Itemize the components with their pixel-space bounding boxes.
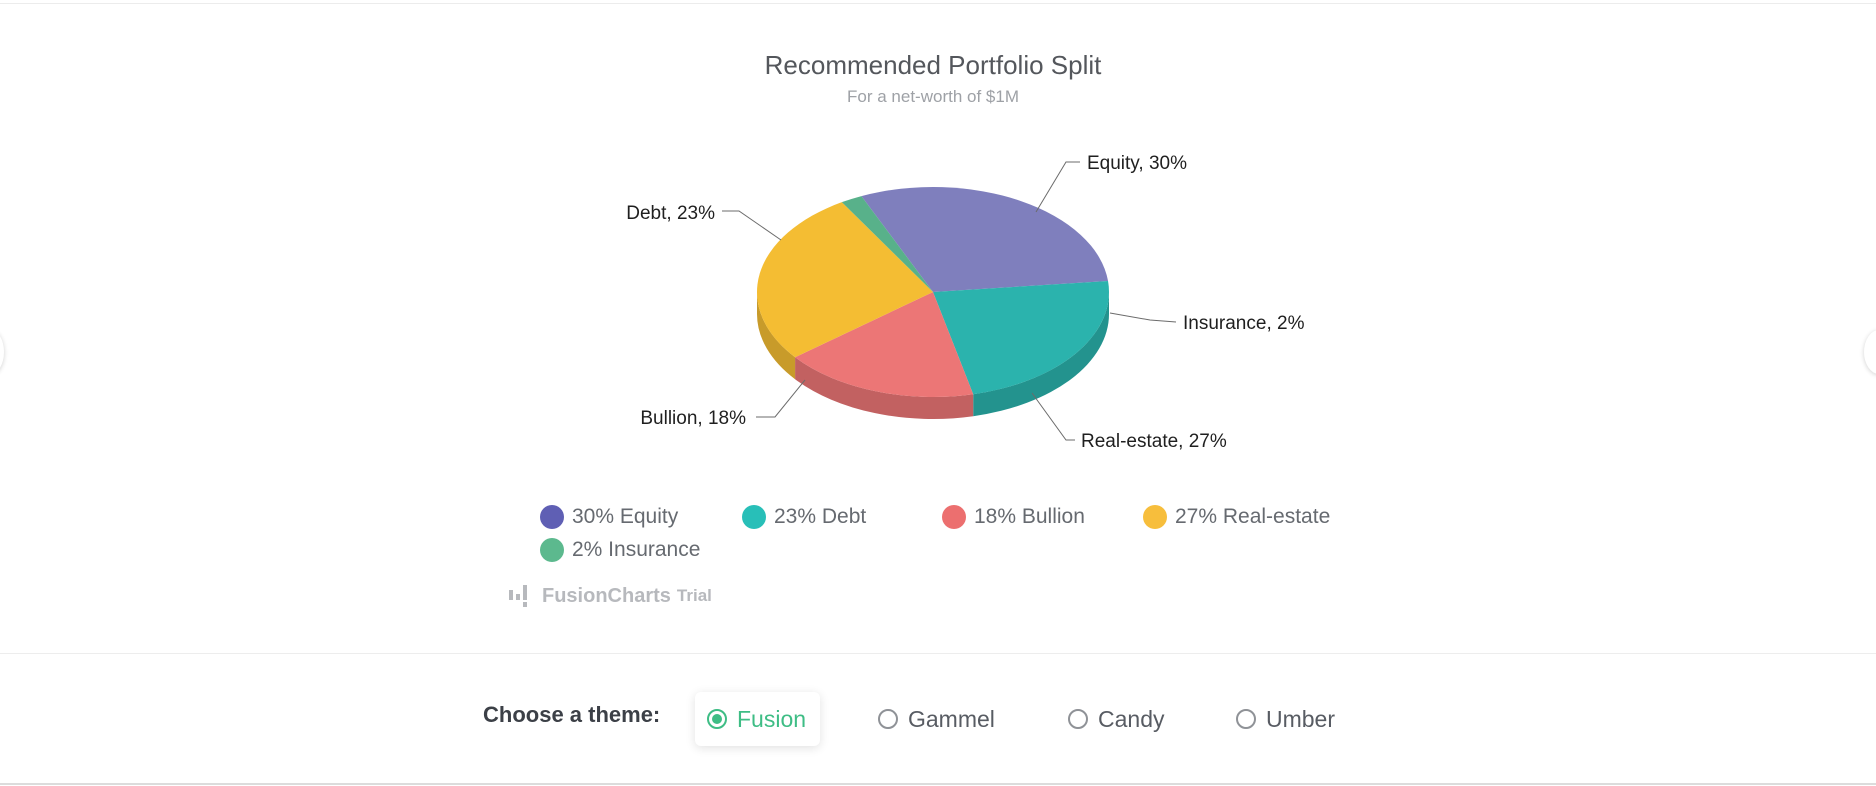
theme-option-label: Gammel bbox=[908, 705, 995, 732]
section-divider bbox=[0, 653, 1876, 654]
radio-selected-icon[interactable] bbox=[707, 709, 727, 729]
theme-option-gammel[interactable]: Gammel bbox=[878, 692, 995, 746]
radio-icon[interactable] bbox=[1068, 709, 1088, 729]
fusioncharts-credit[interactable]: FusionCharts Trial bbox=[508, 584, 712, 608]
legend-color-dot bbox=[540, 538, 564, 562]
theme-option-candy[interactable]: Candy bbox=[1068, 692, 1164, 746]
legend-item-equity[interactable]: 30% Equity bbox=[540, 503, 678, 531]
legend-label: 30% Equity bbox=[572, 505, 679, 528]
previous-arrow-button[interactable] bbox=[0, 330, 4, 374]
legend-color-dot bbox=[942, 505, 966, 529]
legend-color-dot bbox=[1143, 505, 1167, 529]
legend-label: 23% Debt bbox=[774, 505, 867, 528]
legend-label: 18% Bullion bbox=[974, 505, 1085, 528]
credit-trial-text: Trial bbox=[676, 586, 712, 605]
theme-option-label: Fusion bbox=[737, 705, 807, 732]
leader-line-bullion bbox=[756, 379, 806, 418]
pie-slice-bullion bbox=[795, 292, 974, 398]
pie-slice-equity bbox=[861, 187, 1109, 292]
legend-item-real-estate[interactable]: 27% Real-estate bbox=[1143, 503, 1330, 531]
slice-side-debt bbox=[973, 292, 1109, 417]
legend-color-dot bbox=[742, 505, 766, 529]
top-border bbox=[0, 3, 1876, 4]
theme-picker: Choose a theme: Fusion Gammel Candy Umbe… bbox=[0, 690, 1876, 750]
data-label-equity: Equity, 30% bbox=[1087, 153, 1187, 174]
legend-label: 2% Insurance bbox=[572, 538, 701, 561]
leader-line-insurance bbox=[1109, 312, 1177, 323]
data-label-insurance: Insurance, 2% bbox=[1183, 313, 1305, 334]
bottom-border bbox=[0, 783, 1876, 785]
pie-slice-debt bbox=[933, 281, 1110, 395]
radio-icon[interactable] bbox=[1236, 709, 1256, 729]
legend-color-dot bbox=[540, 505, 564, 529]
leader-line-equity bbox=[1035, 161, 1080, 213]
fusioncharts-logo-icon bbox=[509, 585, 527, 607]
legend-item-debt[interactable]: 23% Debt bbox=[742, 503, 866, 531]
slice-side-real-estate bbox=[757, 292, 796, 380]
chart-title: Recommended Portfolio Split bbox=[765, 50, 1102, 80]
theme-option-umber[interactable]: Umber bbox=[1236, 692, 1335, 746]
theme-option-label: Candy bbox=[1098, 705, 1165, 732]
theme-option-fusion[interactable]: Fusion bbox=[695, 692, 821, 746]
theme-option-label: Umber bbox=[1266, 705, 1336, 732]
data-label-real-estate: Real-estate, 27% bbox=[1081, 431, 1227, 452]
next-arrow-button[interactable] bbox=[1864, 330, 1876, 374]
leader-line-real-estate bbox=[1031, 392, 1075, 441]
legend-item-insurance[interactable]: 2% Insurance bbox=[540, 536, 700, 564]
legend-item-bullion[interactable]: 18% Bullion bbox=[942, 503, 1085, 531]
theme-picker-label: Choose a theme: bbox=[483, 702, 661, 727]
pie-slice-real-estate bbox=[757, 202, 933, 358]
data-label-debt: Debt, 23% bbox=[626, 203, 715, 224]
pie-slice-insurance bbox=[841, 196, 933, 292]
chart-subtitle: For a net-worth of $1M bbox=[847, 87, 1019, 106]
radio-icon[interactable] bbox=[878, 709, 898, 729]
legend-label: 27% Real-estate bbox=[1175, 505, 1331, 528]
leader-line-debt bbox=[722, 210, 782, 241]
pie-chart: Recommended Portfolio Split For a net-wo… bbox=[626, 50, 1305, 452]
data-label-bullion: Bullion, 18% bbox=[640, 408, 746, 429]
credit-brand-text: FusionCharts bbox=[542, 584, 671, 607]
slice-side-bullion bbox=[795, 357, 974, 420]
